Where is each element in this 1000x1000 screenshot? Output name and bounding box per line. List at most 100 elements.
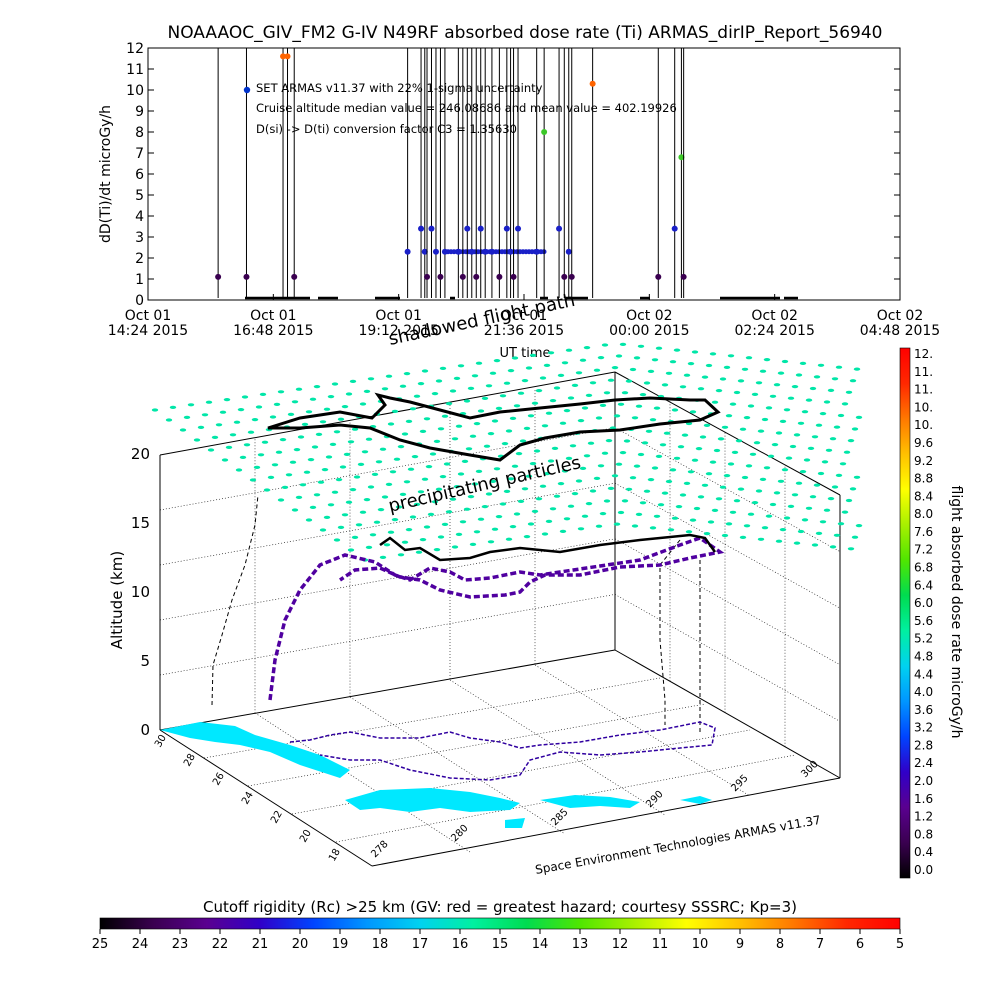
data-point: [428, 225, 435, 232]
data-point: [556, 225, 563, 232]
x-tick-label-date: Oct 01: [125, 308, 171, 324]
y-tick-label: 2: [135, 251, 144, 267]
colorbar-tick-label: 2.0: [914, 774, 933, 788]
colorbar-tick-label: 10.: [914, 400, 933, 414]
longitude-tick-label: 295: [729, 773, 750, 794]
precipitating-particles-layer: [151, 342, 863, 562]
bottom-colorbar-tick-label: 23: [172, 937, 189, 952]
bottom-colorbar-tick-label: 14: [532, 937, 549, 952]
x-tick-label-time: 04:48 2015: [860, 323, 940, 339]
bottom-colorbar-tick-label: 17: [412, 937, 429, 952]
bottom-colorbar-tick-label: 16: [452, 937, 469, 952]
colorbar-tick-label: 9.6: [914, 436, 933, 450]
bottom-colorbar-tick-label: 6: [856, 937, 864, 952]
colorbar-tick-label: 0.4: [914, 845, 933, 859]
bottom-colorbar-tick-label: 22: [212, 937, 229, 952]
x-tick-label-time: 21:36 2015: [484, 323, 564, 339]
longitude-tick-label: 278: [369, 839, 390, 860]
altitude-tick-label: 20: [131, 445, 150, 463]
bottom-colorbar-label: Cutoff rigidity (Rc) >25 km (GV: red = g…: [203, 898, 797, 916]
bottom-colorbar-tick-label: 8: [776, 937, 784, 952]
longitude-tick-label: 285: [549, 807, 570, 828]
x-tick-label-date: Oct 02: [751, 308, 797, 324]
colorbar-tick-label: 12.: [914, 347, 933, 361]
y-tick-label: 5: [135, 188, 144, 204]
x-tick-label-date: Oct 01: [501, 308, 547, 324]
data-point: [243, 273, 250, 280]
colorbar-tick-label: 6.8: [914, 561, 933, 575]
y-tick-label: 4: [135, 209, 144, 225]
y-tick-label: 9: [135, 104, 144, 120]
latitude-tick-label: 24: [240, 790, 256, 807]
flight-path-top-trace: [379, 533, 717, 562]
latitude-tick-label: 18: [327, 847, 343, 864]
data-point: [589, 80, 596, 87]
data-point: [291, 273, 298, 280]
latitude-tick-label: 26: [211, 771, 227, 788]
data-point: [561, 273, 568, 280]
annotation-conversion: D(si) -> D(ti) conversion factor C3 = 1.…: [256, 122, 517, 136]
x-tick-label-time: 14:24 2015: [108, 323, 188, 339]
data-point: [437, 273, 444, 280]
longitude-tick-label: 290: [644, 789, 665, 810]
bottom-colorbar-tick-label: 18: [372, 937, 389, 952]
bottom-colorbar-tick-label: 19: [332, 937, 349, 952]
data-point: [468, 248, 475, 255]
colorbar-tick-label: 9.2: [914, 454, 933, 468]
data-point: [482, 248, 489, 255]
x-axis-label: UT time: [500, 346, 551, 361]
footer-credit: Space Environment Technologies ARMAS v11…: [534, 813, 822, 877]
y-tick-label: 1: [135, 272, 144, 288]
colorbar-tick-label: 5.6: [914, 614, 933, 628]
y-tick-label: 3: [135, 230, 144, 246]
data-point: [280, 53, 287, 60]
bottom-colorbar-tick-label: 24: [132, 937, 149, 952]
x-tick-label-time: 00:00 2015: [609, 323, 689, 339]
bottom-colorbar-tick-label: 15: [492, 937, 509, 952]
ground-projection-path: [289, 721, 716, 781]
bottom-colorbar-tick-label: 13: [572, 937, 589, 952]
colorbar-tick-label: 1.6: [914, 792, 933, 806]
colorbar-tick-label: 8.4: [914, 489, 933, 503]
flight-path-3d: [268, 536, 725, 701]
annotation-uncertainty: SET ARMAS v11.37 with 22% 1-sigma uncert…: [256, 81, 543, 95]
longitude-tick-label: 280: [449, 823, 470, 844]
data-point: [503, 225, 510, 232]
colorbar-tick-label: 3.2: [914, 721, 933, 735]
data-point: [515, 225, 522, 232]
colorbar-tick-label: 0.8: [914, 827, 933, 841]
colorbar-tick-label: 5.2: [914, 632, 933, 646]
data-point: [284, 53, 291, 60]
y-tick-label: 0: [135, 293, 144, 309]
box-grid: [159, 389, 841, 853]
bottom-colorbar-ticks: 25 24 23 22 21 20 19 18 17 16 15 14 13 12 11 10 9 8 7 6 5: [92, 929, 904, 952]
colorbar-tick-label: 3.6: [914, 703, 933, 717]
data-point: [432, 248, 439, 255]
x-tick-label-date: Oct 01: [375, 308, 421, 324]
latitude-tick-label: 20: [298, 828, 314, 845]
data-point: [510, 273, 517, 280]
data-point: [541, 129, 548, 135]
y-tick-label: 6: [135, 167, 144, 183]
colorbar-tick-label: 4.8: [914, 649, 933, 663]
x-tick-label-date: Oct 01: [250, 308, 296, 324]
colorbar-tick-label: 6.0: [914, 596, 933, 610]
data-point: [464, 225, 471, 232]
data-point: [455, 248, 462, 255]
data-point: [473, 273, 480, 280]
shadowed-path-outline: [267, 392, 721, 462]
colorbar-tick-label: 0.0: [914, 863, 933, 877]
data-point: [533, 248, 540, 255]
colorbar-tick-label: 11.: [914, 383, 933, 397]
bottom-colorbar-tick-label: 25: [92, 937, 109, 952]
y-tick-label: 11: [126, 62, 144, 78]
colorbar-tick-label: 2.4: [914, 756, 933, 770]
bottom-colorbar-tick-label: 10: [692, 937, 709, 952]
dose-rate-colorbar: 12. 11. 11. 10. 10. 9.6 9.2 8.8 8.4 8.0 7.6 7.2 6.8 6…: [899, 347, 964, 879]
data-point: [655, 273, 662, 280]
flight-path-3d-plot: 0 5 10 15 20 Altitude (km) 30 28 26 24 22 20 18 27…: [108, 290, 863, 877]
colorbar-tick-label: 7.6: [914, 525, 933, 539]
cutoff-rigidity-colorbar: Cutoff rigidity (Rc) >25 km (GV: red = g…: [92, 898, 904, 952]
altitude-ticks: 0 5 10 15 20: [131, 445, 150, 739]
